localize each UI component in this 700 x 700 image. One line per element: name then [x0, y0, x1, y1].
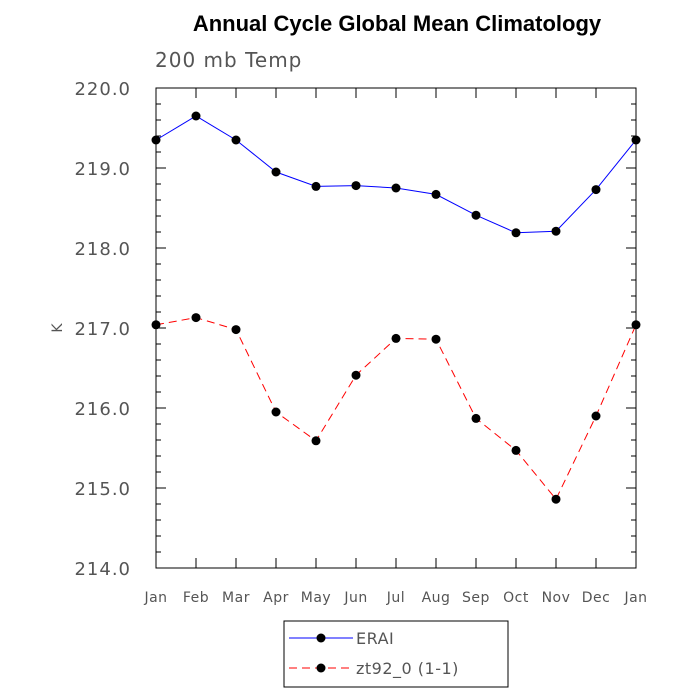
- data-point: [511, 445, 521, 455]
- data-point: [591, 185, 601, 195]
- data-point: [431, 189, 441, 199]
- y-tick-label: 217.0: [74, 319, 131, 340]
- x-tick-label: Sep: [462, 590, 490, 606]
- chart-subtitle: 200 mb Temp: [155, 48, 302, 72]
- data-point: [391, 333, 401, 343]
- data-point: [231, 325, 241, 335]
- x-tick-label: Jul: [386, 590, 405, 606]
- x-tick-label: May: [301, 590, 331, 606]
- data-point: [151, 135, 161, 145]
- legend-label-erai: ERAI: [356, 629, 394, 648]
- series-line: [155, 317, 637, 501]
- data-point: [511, 228, 521, 238]
- axis-ticks: [155, 87, 637, 569]
- data-point: [311, 436, 321, 446]
- x-tick-label: Mar: [222, 590, 250, 606]
- data-point: [391, 183, 401, 193]
- legend: ERAI zt92_0 (1-1): [283, 620, 509, 688]
- data-point: [591, 411, 601, 421]
- x-tick-label: Nov: [542, 590, 571, 606]
- data-point: [631, 135, 641, 145]
- legend-box: [283, 620, 509, 688]
- data-point: [351, 370, 361, 380]
- data-point: [271, 167, 281, 177]
- chart-title: Annual Cycle Global Mean Climatology: [193, 11, 602, 36]
- data-point: [151, 320, 161, 330]
- data-point: [351, 181, 361, 191]
- x-tick-label: Jan: [623, 590, 647, 606]
- data-point: [551, 226, 561, 236]
- data-point: [471, 413, 481, 423]
- plot-frame: [155, 87, 637, 569]
- x-tick-label: Jan: [143, 590, 167, 606]
- x-tick-labels: Jan Feb Mar Apr May Jun Jul Aug Sep Oct Nov Dec Jan: [143, 590, 647, 606]
- x-tick-label: Aug: [422, 590, 451, 606]
- x-tick-label: Jun: [343, 590, 367, 606]
- data-point: [471, 210, 481, 220]
- data-point: [431, 334, 441, 344]
- y-tick-label: 218.0: [74, 239, 131, 260]
- y-tick-label: 219.0: [74, 159, 131, 180]
- series-1: [151, 313, 641, 504]
- legend-marker-erai: [316, 633, 326, 643]
- x-tick-label: Oct: [503, 590, 529, 606]
- data-point: [271, 407, 281, 417]
- series-layer: [151, 111, 641, 504]
- series-0: [151, 111, 641, 238]
- y-tick-label: 215.0: [74, 479, 131, 500]
- x-tick-label: Apr: [263, 590, 289, 606]
- y-tick-label: 220.0: [74, 79, 131, 100]
- data-point: [551, 494, 561, 504]
- y-axis-label: K: [50, 323, 66, 333]
- y-tick-label: 214.0: [74, 559, 131, 580]
- y-tick-labels: 214.0 215.0 216.0 217.0 218.0 219.0 220.0: [74, 79, 131, 580]
- data-point: [631, 320, 641, 330]
- legend-label-zt92: zt92_0 (1-1): [356, 659, 459, 679]
- legend-marker-zt92: [316, 663, 326, 673]
- series-line: [155, 115, 637, 234]
- data-point: [191, 313, 201, 323]
- data-point: [191, 111, 201, 121]
- x-tick-label: Dec: [582, 590, 611, 606]
- x-tick-label: Feb: [183, 590, 209, 606]
- y-tick-label: 216.0: [74, 399, 131, 420]
- data-point: [231, 135, 241, 145]
- data-point: [311, 181, 321, 191]
